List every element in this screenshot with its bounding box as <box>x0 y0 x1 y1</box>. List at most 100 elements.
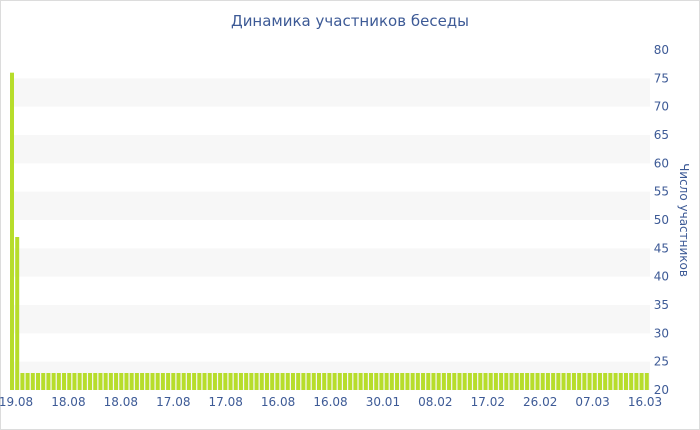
bar <box>171 373 176 390</box>
bar <box>56 373 61 390</box>
bar <box>301 373 306 390</box>
bar <box>306 373 311 390</box>
bar <box>441 373 446 390</box>
bar <box>405 373 410 390</box>
bar <box>426 373 431 390</box>
bar <box>192 373 197 390</box>
bar <box>166 373 171 390</box>
y-tick-label: 25 <box>654 355 669 369</box>
bar <box>176 373 181 390</box>
bar <box>623 373 628 390</box>
bar <box>72 373 77 390</box>
bar <box>535 373 540 390</box>
bar <box>421 373 426 390</box>
bar <box>327 373 332 390</box>
bar <box>134 373 139 390</box>
y-tick-label: 35 <box>654 298 669 312</box>
bar <box>577 373 582 390</box>
bar <box>348 373 353 390</box>
bar <box>233 373 238 390</box>
bar <box>556 373 561 390</box>
bar <box>603 373 608 390</box>
bar <box>452 373 457 390</box>
bar <box>379 373 384 390</box>
y-tick-label: 40 <box>654 270 669 284</box>
bar <box>207 373 212 390</box>
bar <box>514 373 519 390</box>
bar <box>238 373 243 390</box>
bar <box>88 373 93 390</box>
bar <box>108 373 113 390</box>
bar <box>46 373 51 390</box>
bar <box>363 373 368 390</box>
bar <box>30 373 35 390</box>
bar <box>160 373 165 390</box>
bar <box>228 373 233 390</box>
y-tick-label: 45 <box>654 241 669 255</box>
bar <box>67 373 72 390</box>
bar <box>545 373 550 390</box>
bar <box>15 237 20 390</box>
bar <box>36 373 41 390</box>
bar <box>634 373 639 390</box>
bar <box>218 373 223 390</box>
grid-band <box>10 78 650 107</box>
bar <box>270 373 275 390</box>
bar <box>608 373 613 390</box>
bar <box>82 373 87 390</box>
bar <box>530 373 535 390</box>
bar <box>337 373 342 390</box>
x-tick-label: 16.08 <box>313 395 347 409</box>
bar <box>519 373 524 390</box>
bar <box>343 373 348 390</box>
x-tick-label: 17.02 <box>471 395 505 409</box>
bar <box>41 373 46 390</box>
y-tick-labels: 20 25 30 35 40 45 50 55 60 65 70 75 80 <box>654 43 669 397</box>
bar <box>353 373 358 390</box>
bar <box>322 373 327 390</box>
bar <box>332 373 337 390</box>
bar <box>140 373 145 390</box>
bar <box>25 373 30 390</box>
bar <box>316 373 321 390</box>
bar <box>254 373 259 390</box>
bar <box>181 373 186 390</box>
bar <box>93 373 98 390</box>
bar <box>145 373 150 390</box>
bars <box>10 72 649 391</box>
bar <box>285 373 290 390</box>
bar <box>504 373 509 390</box>
bar <box>20 373 25 390</box>
bar <box>457 373 462 390</box>
bar <box>98 373 103 390</box>
bar <box>311 373 316 390</box>
y-tick-label: 30 <box>654 326 669 340</box>
grid-band <box>10 248 650 277</box>
bar <box>223 373 228 390</box>
bar <box>415 373 420 390</box>
bar <box>374 373 379 390</box>
grid-band <box>10 191 650 220</box>
bar <box>431 373 436 390</box>
bar <box>197 373 202 390</box>
bar <box>483 373 488 390</box>
y-axis-title: Число участников <box>677 163 691 277</box>
bar <box>509 373 514 390</box>
bar <box>77 373 82 390</box>
bar <box>473 373 478 390</box>
x-tick-label: 16.03 <box>628 395 662 409</box>
bar <box>369 373 374 390</box>
bar <box>389 373 394 390</box>
grid-bands <box>10 78 650 390</box>
bar <box>186 373 191 390</box>
bar <box>212 373 217 390</box>
bar <box>103 373 108 390</box>
bar <box>10 72 14 391</box>
bar <box>202 373 207 390</box>
y-tick-label: 20 <box>654 383 669 397</box>
bar <box>249 373 254 390</box>
bar <box>587 373 592 390</box>
bar <box>644 373 649 390</box>
x-tick-label: 16.08 <box>261 395 295 409</box>
bar <box>259 373 264 390</box>
